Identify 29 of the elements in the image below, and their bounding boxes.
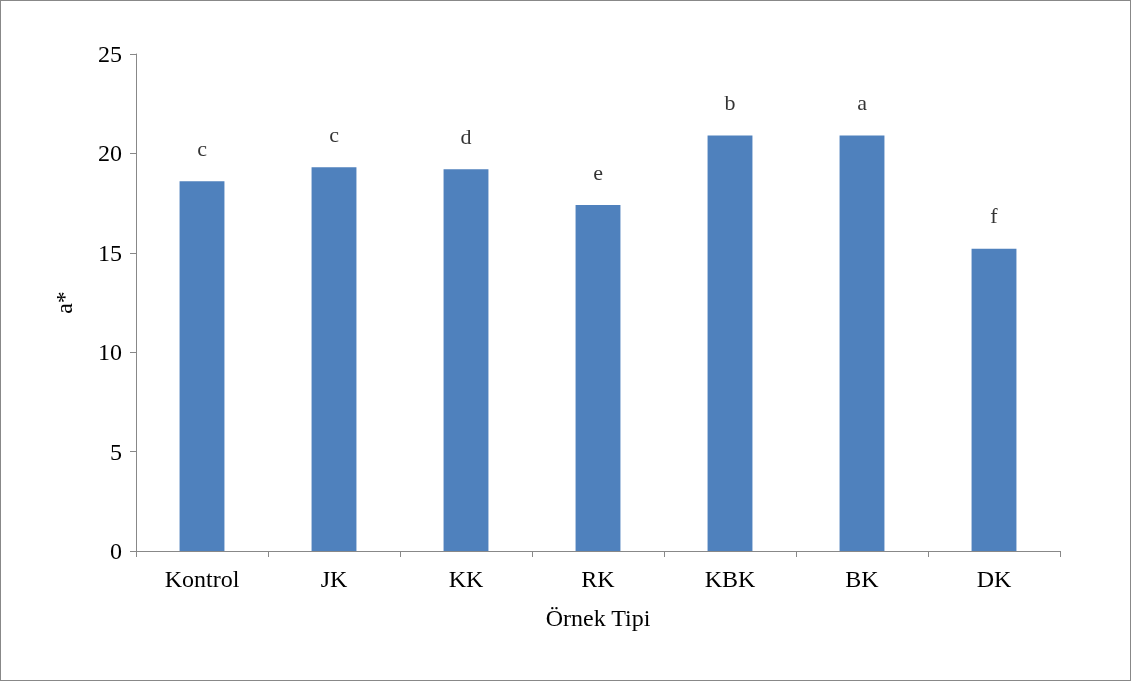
bar xyxy=(311,167,357,551)
y-tick-label: 5 xyxy=(110,438,122,465)
annotation: d xyxy=(460,123,472,149)
y-tick-label: 0 xyxy=(110,538,122,564)
x-tick-label: RK xyxy=(581,566,616,592)
bar xyxy=(179,181,225,551)
y-tick-label: 15 xyxy=(98,239,122,266)
y-tick-label: 25 xyxy=(98,41,122,67)
y-axis-title: a* xyxy=(51,291,77,314)
bar xyxy=(971,248,1017,551)
annotation: c xyxy=(329,121,340,147)
annotation: e xyxy=(593,159,603,185)
bar xyxy=(839,135,885,551)
bar xyxy=(707,135,753,551)
annotation: c xyxy=(197,135,208,161)
y-tick-label: 10 xyxy=(98,339,122,366)
x-tick-label: KBK xyxy=(704,566,756,592)
annotation: f xyxy=(990,203,999,229)
x-axis-title: Örnek Tipi xyxy=(545,605,651,631)
bar xyxy=(575,205,621,551)
x-tick-label: BK xyxy=(845,566,880,592)
bar xyxy=(443,169,489,551)
x-tick-label: DK xyxy=(976,566,1012,592)
x-tick-label: Kontrol xyxy=(164,566,240,592)
x-tick-label: KK xyxy=(448,566,484,592)
annotation: b xyxy=(724,90,736,116)
annotation: a xyxy=(857,90,868,116)
x-tick-label: JK xyxy=(320,566,348,592)
y-tick-label: 20 xyxy=(98,140,122,167)
